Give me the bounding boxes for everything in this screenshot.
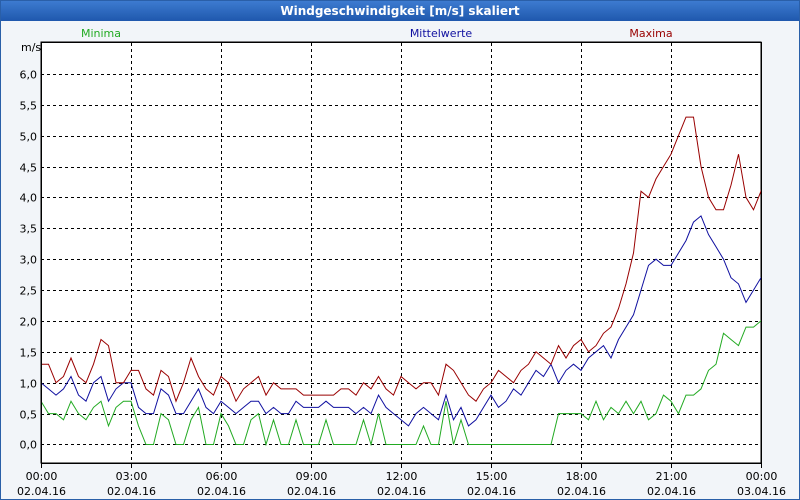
x-tick-time-label: 18:00 <box>566 470 598 483</box>
x-tick-date-label: 02.04.16 <box>287 485 336 498</box>
series-line-mittelwerte <box>41 215 761 427</box>
series-line-maxima <box>41 116 761 403</box>
legend-label-minima: Minima <box>81 27 121 40</box>
y-tick-label: 0,0 <box>20 439 38 452</box>
x-tick-date-label: 02.04.16 <box>467 485 516 498</box>
x-tick-date-label: 03.04.16 <box>737 485 786 498</box>
y-tick-label: 5,0 <box>20 131 38 144</box>
x-tick-time-label: 03:00 <box>116 470 148 483</box>
y-tick-label: 6,0 <box>20 69 38 82</box>
x-tick-date-label: 02.04.16 <box>197 485 246 498</box>
y-tick-label: 4,5 <box>20 162 38 175</box>
y-tick-label: 4,0 <box>20 192 38 205</box>
x-tick-time-label: 12:00 <box>386 470 418 483</box>
y-tick-label: 3,5 <box>20 223 38 236</box>
x-tick-time-label: 00:00 <box>26 470 58 483</box>
x-tick-time-label: 00:00 <box>746 470 778 483</box>
y-tick-label: 1,5 <box>20 347 38 360</box>
x-tick-date-label: 02.04.16 <box>557 485 606 498</box>
series-line-minima <box>41 320 761 447</box>
x-tick-time-label: 21:00 <box>656 470 688 483</box>
plot-frame <box>41 42 762 464</box>
y-tick-label: 1,0 <box>20 378 38 391</box>
y-tick-label: 5,5 <box>20 100 38 113</box>
legend-label-mittelwerte: Mittelwerte <box>410 27 473 40</box>
y-tick-label: 3,0 <box>20 254 38 267</box>
x-tick-time-label: 06:00 <box>206 470 238 483</box>
x-tick-time-label: 09:00 <box>296 470 328 483</box>
y-axis-label: m/s <box>21 41 41 54</box>
legend-label-maxima: Maxima <box>629 27 672 40</box>
x-tick-date-label: 02.04.16 <box>647 485 696 498</box>
x-tick-time-label: 15:00 <box>476 470 508 483</box>
x-tick-date-label: 02.04.16 <box>107 485 156 498</box>
x-tick-date-label: 02.04.16 <box>17 485 66 498</box>
y-tick-label: 2,5 <box>20 285 38 298</box>
y-tick-label: 0,5 <box>20 409 38 422</box>
window-title: Windgeschwindigkeit [m/s] skaliert <box>1 1 799 21</box>
y-tick-label: 2,0 <box>20 316 38 329</box>
x-tick-date-label: 02.04.16 <box>377 485 426 498</box>
